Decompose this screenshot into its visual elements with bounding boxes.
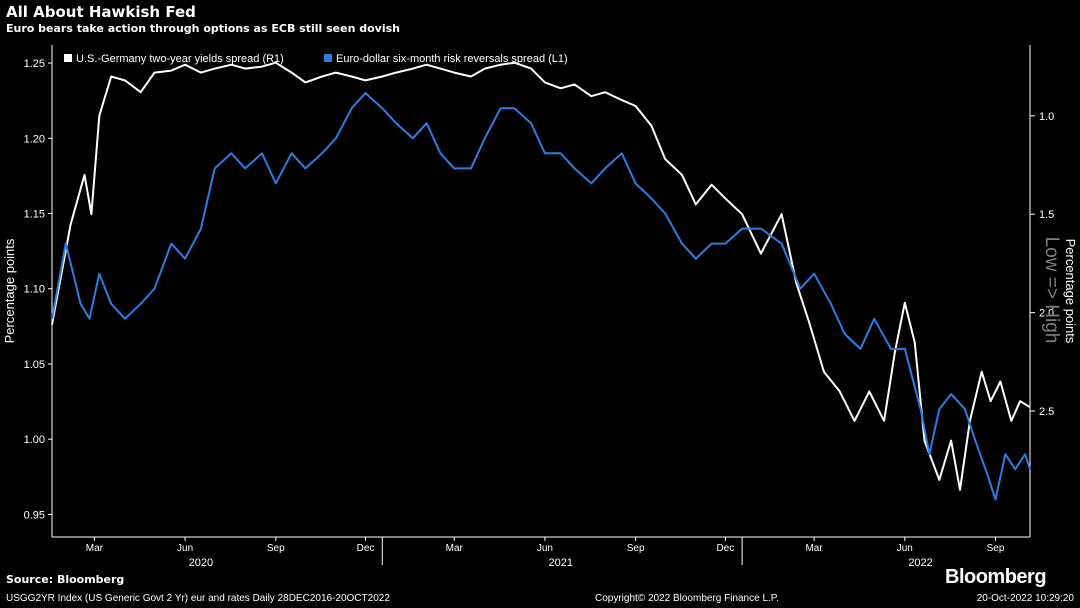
year-label: 2022 [908, 557, 932, 569]
left-tick-label: 1.25 [24, 58, 45, 70]
left-tick-label: 1.20 [24, 133, 45, 145]
low-high-annotation: Low => High [1041, 237, 1062, 344]
x-tick-label: Mar [86, 543, 104, 554]
x-tick-label: Dec [716, 543, 734, 554]
year-label: 2020 [189, 557, 213, 569]
x-tick-label: Mar [805, 543, 823, 554]
year-label: 2021 [548, 557, 572, 569]
footer-copyright: Copyright© 2022 Bloomberg Finance L.P. [595, 593, 779, 604]
source-note: Source: Bloomberg [6, 573, 125, 586]
right-axis-title: Percentage points [1063, 239, 1078, 344]
chart-subtitle: Euro bears take action through options a… [6, 22, 400, 35]
x-tick-label: Mar [446, 543, 464, 554]
left-axis-title: Percentage points [2, 238, 17, 343]
us-germany-spread-line [51, 61, 1031, 491]
legend-label-risk-reversals: Euro-dollar six-month risk reversals spr… [336, 53, 568, 65]
right-tick-label: 1.0 [1039, 111, 1054, 123]
right-tick-label: 2.0 [1039, 308, 1054, 320]
chart-title: All About Hawkish Fed [6, 3, 196, 21]
right-tick-label: 2.5 [1039, 406, 1054, 418]
bloomberg-logo: Bloomberg [945, 566, 1047, 588]
left-tick-label: 1.10 [24, 284, 45, 296]
left-tick-label: 1.05 [24, 359, 45, 371]
legend-swatch-risk-reversals [324, 54, 332, 62]
x-tick-label: Dec [357, 543, 375, 554]
legend-swatch-us-germany [64, 54, 72, 62]
x-tick-label: Sep [627, 543, 645, 554]
x-tick-label: Jun [897, 543, 913, 554]
risk-reversals-line [51, 92, 1031, 501]
left-tick-label: 1.00 [24, 434, 45, 446]
footer-timestamp: 20-Oct-2022 10:29:20 [976, 593, 1074, 604]
x-tick-label: Sep [987, 543, 1005, 554]
legend-label-us-germany: U.S.-Germany two-year yields spread (R1) [76, 53, 284, 65]
left-tick-label: 0.95 [24, 509, 45, 521]
x-tick-label: Sep [267, 543, 285, 554]
right-tick-label: 1.5 [1039, 209, 1054, 221]
footer-index-info: USGG2YR Index (US Generic Govt 2 Yr) eur… [6, 593, 390, 604]
x-tick-label: Jun [177, 543, 193, 554]
left-tick-label: 1.15 [24, 209, 45, 221]
x-tick-label: Jun [537, 543, 553, 554]
